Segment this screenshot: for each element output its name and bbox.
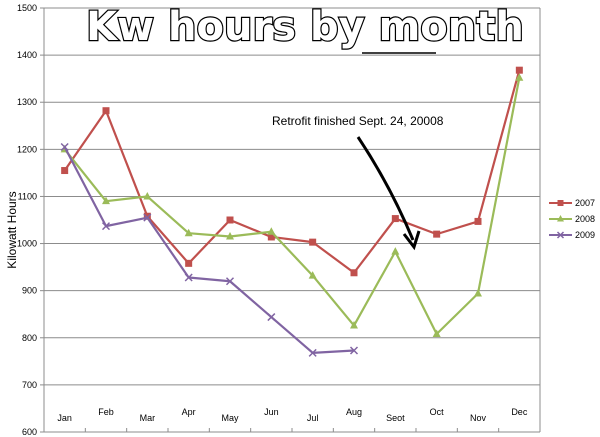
x-tick-label-aug: Aug	[346, 407, 362, 417]
series-line-2009	[63, 146, 355, 354]
series-2008	[60, 73, 524, 338]
x-tick-labels: Jan Feb Mar Apr May Jun Jul Aug Seot Oct Nov Dec	[57, 407, 527, 423]
point-2007-feb	[102, 107, 110, 115]
legend-label-2009: 2009	[575, 230, 595, 240]
point-2008-feb	[102, 196, 110, 205]
gridlines	[44, 7, 540, 433]
point-2007-may	[226, 216, 234, 224]
y-tick-label-1200: 1200	[17, 144, 37, 154]
annotation-arrow	[356, 136, 421, 251]
point-2008-oct	[432, 329, 441, 338]
x-tick-label-feb: Feb	[98, 407, 114, 417]
chart-title: Kw hours by month	[86, 4, 524, 50]
x-tick-label-apr: Apr	[182, 407, 196, 417]
x-tick-label-dec: Dec	[511, 407, 528, 417]
legend-marker-2008	[557, 215, 564, 222]
point-2008-aug	[350, 321, 358, 329]
point-2009-feb	[101, 222, 111, 231]
x-tick-label-mar: Mar	[140, 413, 156, 423]
legend-item-2009: 2009	[549, 230, 595, 240]
series-line-2008	[63, 77, 521, 336]
point-2008-may	[226, 231, 234, 240]
annotation-text: Retrofit finished Sept. 24, 20008	[272, 114, 444, 128]
x-tick-label-jun: Jun	[264, 407, 279, 417]
series-line-2007	[63, 69, 521, 274]
x-tick-label-jan: Jan	[57, 413, 72, 423]
point-2007-seot	[391, 215, 399, 223]
legend-label-2008: 2008	[575, 214, 595, 224]
point-2008-mar	[143, 191, 152, 200]
y-tick-label-700: 700	[22, 380, 37, 390]
point-2009-jan	[60, 142, 69, 152]
y-tick-label-1000: 1000	[17, 239, 37, 249]
y-tick-label-600: 600	[22, 427, 37, 437]
y-tick-label-1300: 1300	[17, 97, 37, 107]
y-tick-label-1400: 1400	[17, 50, 37, 60]
y-tick-label-800: 800	[22, 333, 37, 343]
x-tick-label-seot: Seot	[386, 413, 405, 423]
point-2008-jun	[267, 227, 276, 235]
point-2009-may	[225, 277, 235, 286]
point-2009-jul	[308, 348, 317, 357]
legend-marker-2007	[557, 200, 564, 206]
x-tick-label-jul: Jul	[307, 413, 319, 423]
point-2007-nov	[474, 217, 482, 225]
y-tick-label-900: 900	[22, 286, 37, 296]
point-2009-apr	[184, 273, 193, 282]
axes	[40, 7, 541, 433]
legend-label-2007: 2007	[575, 198, 595, 208]
point-2009-jun	[267, 313, 276, 322]
y-tick-label-1500: 1500	[17, 3, 37, 13]
legend-item-2007: 2007	[549, 198, 595, 208]
point-2008-seot	[391, 247, 400, 255]
point-2007-dec	[515, 66, 523, 74]
x-tick-label-oct: Oct	[430, 407, 445, 417]
series-2009	[60, 142, 359, 357]
point-2007-jun	[267, 233, 275, 241]
legend: 2007 2008 2009	[549, 198, 595, 240]
legend-marker-2009	[556, 231, 565, 239]
point-2007-jul	[309, 238, 317, 246]
point-2009-mar	[143, 213, 152, 222]
point-2007-jan	[61, 167, 69, 175]
series-2007	[61, 66, 523, 277]
point-2008-nov	[474, 288, 482, 297]
x-tick-label-may: May	[221, 413, 239, 423]
point-2008-dec	[515, 73, 524, 81]
point-2008-apr	[184, 228, 193, 237]
x-tick-label-nov: Nov	[470, 413, 487, 423]
point-2008-jul	[308, 271, 317, 279]
point-2007-oct	[433, 230, 441, 238]
point-2007-aug	[350, 269, 358, 277]
y-tick-label-1100: 1100	[18, 191, 37, 201]
y-axis-label: Kilowatt Hours	[5, 191, 19, 268]
point-2007-mar	[143, 212, 151, 220]
y-tick-labels: 600 700 800 900 1000 1100 1200 1300 1400 1500	[17, 3, 37, 437]
point-2007-apr	[185, 259, 193, 267]
point-2009-aug	[349, 346, 359, 355]
series-lines	[60, 66, 524, 357]
legend-item-2008: 2008	[549, 214, 595, 224]
